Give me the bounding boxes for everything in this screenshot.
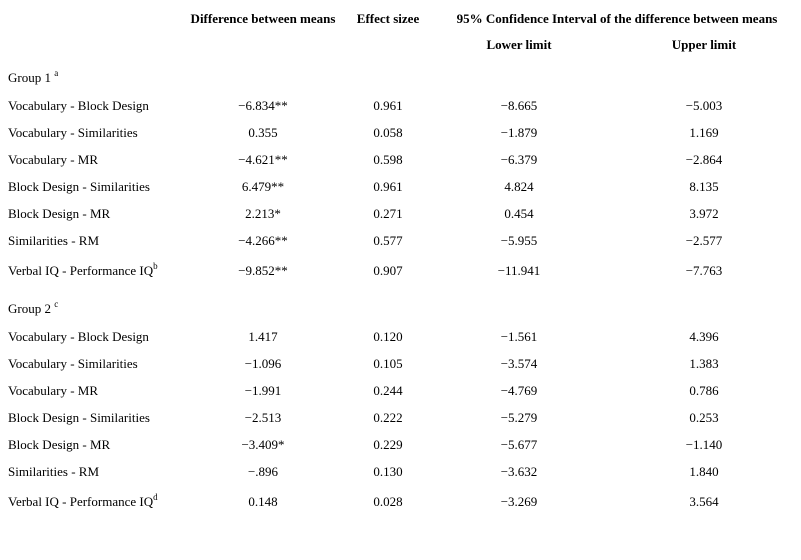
- cell: −4.769: [500, 383, 538, 398]
- cell: 0.907: [373, 263, 403, 278]
- row-label: Similarities - RM: [8, 464, 99, 480]
- column-header: Effect sizee: [356, 11, 420, 26]
- cell: 4.396: [689, 329, 719, 344]
- cell: −1.879: [500, 125, 538, 140]
- cell: 0.271: [373, 206, 403, 221]
- cell: 1.417: [248, 329, 278, 344]
- group-label-text: Group 1: [8, 70, 51, 85]
- cell: 0.229: [373, 437, 403, 452]
- cell: 8.135: [689, 179, 719, 194]
- cell: −2.864: [685, 152, 723, 167]
- cell: −7.763: [685, 263, 723, 278]
- cell: −6.834**: [238, 98, 288, 113]
- cell: −9.852**: [238, 263, 288, 278]
- cell: −5.677: [500, 437, 538, 452]
- cell: 0.961: [373, 179, 403, 194]
- cell: 0.598: [373, 152, 403, 167]
- row-label-text: Similarities - RM: [8, 464, 99, 479]
- cell: 0.120: [373, 329, 403, 344]
- cell: −2.513: [244, 410, 282, 425]
- row-label-text: Verbal IQ - Performance IQ: [8, 263, 154, 278]
- row-label-text: Block Design - Similarities: [8, 410, 150, 425]
- row-label: Verbal IQ - Performance IQb: [8, 261, 158, 279]
- cell: 0.961: [373, 98, 403, 113]
- cell: 0.028: [373, 494, 403, 509]
- cell: −4.621**: [238, 152, 288, 167]
- cell: −3.574: [500, 356, 538, 371]
- cell: −1.140: [685, 437, 723, 452]
- cell: 0.148: [248, 494, 278, 509]
- cell: 0.244: [373, 383, 403, 398]
- cell: 0.130: [373, 464, 403, 479]
- row-label: Block Design - MR: [8, 437, 110, 453]
- cell: −11.941: [497, 263, 541, 278]
- row-label-text: Vocabulary - Block Design: [8, 98, 149, 113]
- cell: 0.253: [689, 410, 719, 425]
- column-header: 95% Confidence Interval of the differenc…: [456, 11, 778, 26]
- column-header: Difference between means: [190, 11, 336, 26]
- cell: −.896: [247, 464, 279, 479]
- row-label: Block Design - Similarities: [8, 410, 150, 426]
- group-label-text: Group 2: [8, 301, 51, 316]
- row-label: Block Design - MR: [8, 206, 110, 222]
- row-label-text: Vocabulary - Similarities: [8, 356, 138, 371]
- cell: 0.058: [373, 125, 403, 140]
- row-label: Block Design - Similarities: [8, 179, 150, 195]
- row-label: Vocabulary - Similarities: [8, 356, 138, 372]
- cell: 0.454: [504, 206, 534, 221]
- cell: 6.479**: [241, 179, 285, 194]
- row-label-text: Verbal IQ - Performance IQ: [8, 494, 154, 509]
- cell: 0.355: [248, 125, 278, 140]
- row-label: Similarities - RM: [8, 233, 99, 249]
- cell: 0.105: [373, 356, 403, 371]
- cell: −3.269: [500, 494, 538, 509]
- cell: −3.409*: [241, 437, 285, 452]
- row-label: Vocabulary - MR: [8, 383, 98, 399]
- cell: −6.379: [500, 152, 538, 167]
- footnote-marker: d: [153, 492, 158, 502]
- cell: 3.564: [689, 494, 719, 509]
- row-label-text: Vocabulary - Block Design: [8, 329, 149, 344]
- row-label-text: Block Design - MR: [8, 206, 111, 221]
- footnote-marker: a: [54, 68, 59, 78]
- footnote-marker: b: [153, 261, 158, 271]
- row-label: Vocabulary - Block Design: [8, 329, 149, 345]
- row-label-text: Similarities - RM: [8, 233, 99, 248]
- cell: 1.840: [689, 464, 719, 479]
- row-label-text: Block Design - MR: [8, 437, 111, 452]
- cell: −5.003: [685, 98, 723, 113]
- footnote-marker: c: [54, 299, 59, 309]
- row-label: Vocabulary - MR: [8, 152, 98, 168]
- cell: −1.991: [244, 383, 282, 398]
- cell: −8.665: [500, 98, 538, 113]
- cell: 0.786: [689, 383, 719, 398]
- row-label: Verbal IQ - Performance IQd: [8, 492, 158, 510]
- cell: −5.955: [500, 233, 538, 248]
- cell: −2.577: [685, 233, 723, 248]
- row-label-text: Vocabulary - Similarities: [8, 125, 138, 140]
- cell: −1.096: [244, 356, 282, 371]
- cell: 0.222: [373, 410, 403, 425]
- row-label: Vocabulary - Similarities: [8, 125, 138, 141]
- row-label-text: Vocabulary - MR: [8, 152, 99, 167]
- group-label: Group 2 c: [8, 299, 59, 317]
- group-label: Group 1 a: [8, 68, 59, 86]
- cell: 1.169: [689, 125, 719, 140]
- row-label-text: Block Design - Similarities: [8, 179, 150, 194]
- cell: 1.383: [689, 356, 719, 371]
- cell: 3.972: [689, 206, 719, 221]
- row-label: Vocabulary - Block Design: [8, 98, 149, 114]
- cell: −1.561: [500, 329, 538, 344]
- cell: −4.266**: [238, 233, 288, 248]
- cell: −3.632: [500, 464, 538, 479]
- cell: 4.824: [504, 179, 534, 194]
- cell: 0.577: [373, 233, 403, 248]
- cell: 2.213*: [245, 206, 281, 221]
- row-label-text: Vocabulary - MR: [8, 383, 99, 398]
- subcolumn-header: Lower limit: [486, 37, 552, 52]
- cell: −5.279: [500, 410, 538, 425]
- subcolumn-header: Upper limit: [671, 37, 737, 52]
